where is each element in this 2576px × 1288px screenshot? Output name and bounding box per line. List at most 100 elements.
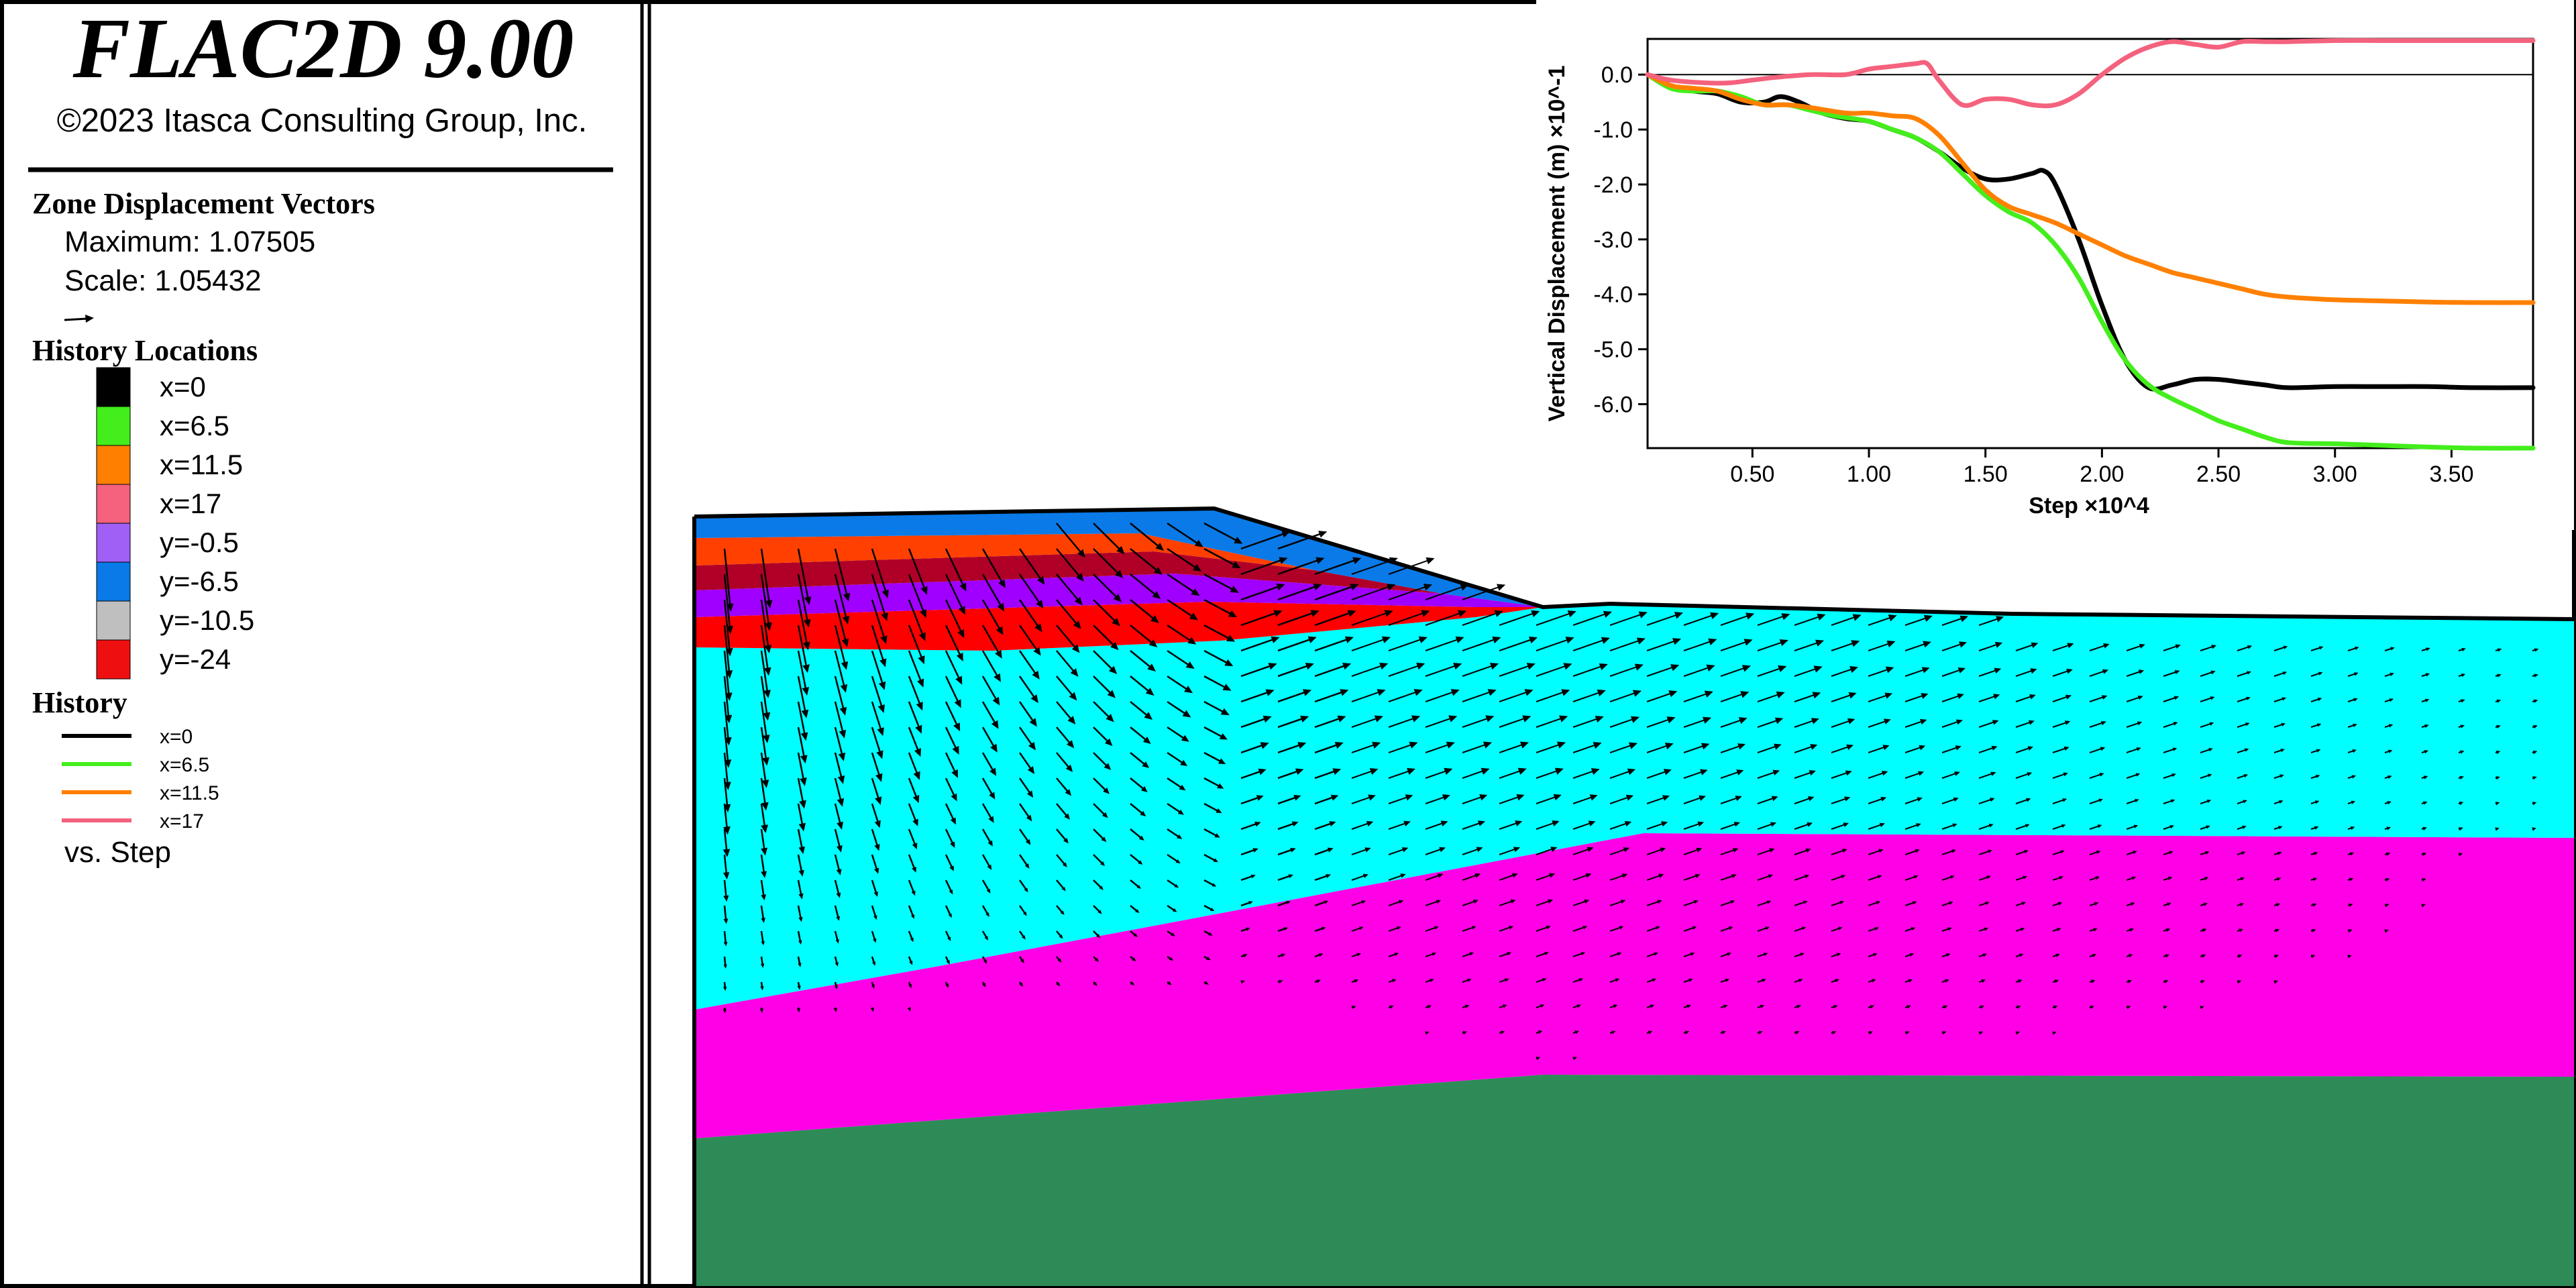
displacement-vector [1425,691,1455,702]
displacement-vector-head [1740,691,1750,698]
displacement-vector [1904,772,1921,779]
displacement-vector-head [1191,588,1200,596]
displacement-vector-head [1310,610,1320,617]
displacement-vector-head [1313,583,1322,591]
displacement-vector [834,676,845,710]
displacement-vector-head [1880,796,1887,802]
displacement-vector-head [1838,926,1843,930]
displacement-vector-head [984,936,988,941]
displacement-vector [2310,672,2320,677]
displacement-vector-head [2064,720,2071,725]
displacement-vector-head [764,645,772,653]
displacement-vector-head [1409,741,1418,749]
history-location-label: y=-10.5 [160,604,254,636]
displacement-vector-head [1638,611,1648,619]
displacement-vector-head [2461,699,2465,703]
displacement-vector [1056,828,1067,841]
displacement-vector [1425,612,1462,626]
displacement-vector-head [1439,847,1446,853]
displacement-vector-head [836,845,843,853]
displacement-vector [1240,612,1278,627]
displacement-vector-head [1738,717,1748,724]
displacement-vector-head [1440,820,1448,826]
displacement-vector [1425,900,1438,906]
history-heading: History [32,686,127,719]
displacement-vector [723,905,727,921]
displacement-vector-head [761,824,768,833]
displacement-vector [1868,902,1878,906]
displacement-vector-head [1538,1030,1543,1034]
displacement-vector-head [1870,1005,1875,1009]
displacement-vector [981,854,991,867]
displacement-vector-head [1576,1004,1582,1008]
displacement-vector-head [1350,583,1359,591]
displacement-vector [1093,548,1120,575]
displacement-vector [1978,773,1993,779]
displacement-vector-head [2424,698,2430,702]
displacement-vector [1388,664,1420,677]
x-axis-label: Step ×10^4 [2029,493,2149,519]
displacement-vector-head [1369,768,1379,775]
displacement-vector [2052,799,2065,804]
displacement-vector-head [1418,636,1428,643]
displacement-vector [1130,676,1150,693]
displacement-vector [1018,574,1041,604]
displacement-vector-head [1226,635,1236,642]
displacement-vector [1499,743,1524,753]
displacement-vector [1425,953,1434,957]
displacement-vector [871,905,877,918]
displacement-vector-head [1061,887,1066,892]
displacement-vector [2126,773,2138,779]
displacement-vector-head [1356,953,1361,957]
displacement-vector [1978,695,1996,702]
displacement-vector-head [1510,899,1516,904]
displacement-vector-head [1544,951,1549,955]
displacement-vector-head [1097,910,1102,914]
displacement-vector-head [2059,875,2064,880]
displacement-vector-head [989,767,997,776]
displacement-vector [2126,825,2136,830]
displacement-vector [2310,698,2320,702]
displacement-vector [1757,693,1780,702]
displacement-vector-head [1102,812,1108,818]
displacement-vector [908,701,920,729]
displacement-vector-head [2063,746,2070,751]
displacement-vector [1093,828,1105,841]
displacement-vector [981,548,1004,584]
displacement-vector [945,574,964,610]
displacement-vector [1831,745,1849,753]
displacement-vector-head [1458,610,1467,617]
displacement-vector-head [1985,901,1990,906]
displacement-vector-head [1846,744,1854,750]
displacement-vector-head [2098,798,2103,802]
displacement-vector [1056,777,1069,794]
displacement-vector [1277,875,1291,881]
displacement-vector-head [912,843,918,850]
displacement-vector [1794,745,1813,753]
displacement-vector-head [841,638,849,647]
displacement-vector [1240,770,1262,780]
displacement-vector-head [2067,643,2074,649]
displacement-vector [1536,717,1563,728]
displacement-vector [1646,849,1663,855]
displacement-vector [1536,900,1550,906]
displacement-vector [2273,672,2285,677]
displacement-vector-head [1212,883,1217,887]
displacement-vector-head [1505,978,1509,982]
displacement-vector [1904,850,1917,855]
displacement-vector-head [1772,769,1780,775]
displacement-vector [1831,823,1846,830]
displacement-vector-head [1423,584,1432,591]
displacement-vector [945,879,953,892]
displacement-vector-head [1960,615,1968,623]
displacement-vector-head [2385,904,2390,908]
displacement-vector-head [2279,800,2284,804]
displacement-vector [760,930,764,943]
displacement-vector-head [2353,723,2357,727]
displacement-vector [1572,848,1590,855]
displacement-vector-head [953,722,961,732]
displacement-vector-head [2497,648,2502,652]
displacement-vector [908,548,926,590]
displacement-vector [2052,902,2060,906]
displacement-vector-head [2053,1005,2058,1009]
